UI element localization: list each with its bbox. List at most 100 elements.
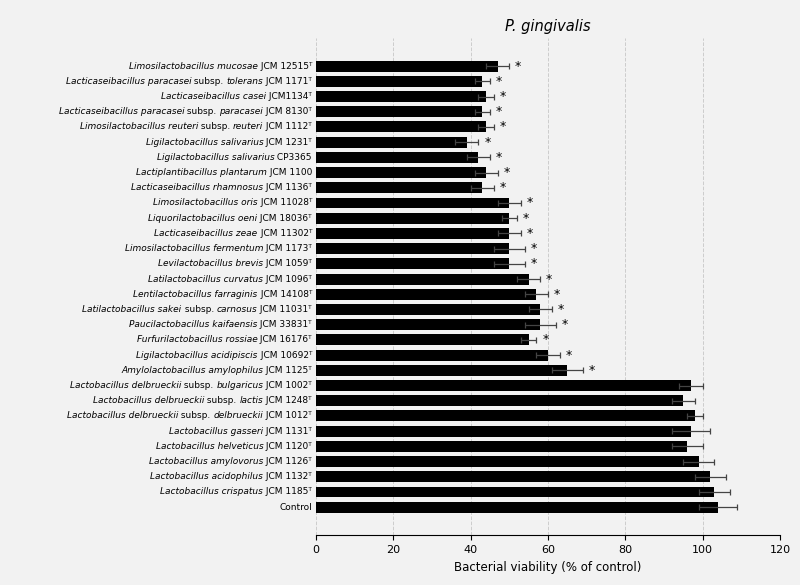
Text: JCM 1002ᵀ: JCM 1002ᵀ	[263, 381, 312, 390]
Bar	[316, 502, 718, 512]
Bar	[316, 411, 695, 421]
Text: *: *	[526, 227, 533, 240]
Text: Lacticaseibacillus casei: Lacticaseibacillus casei	[161, 92, 266, 101]
Bar	[316, 183, 482, 193]
Text: *: *	[530, 257, 537, 270]
Text: JCM 1125ᵀ: JCM 1125ᵀ	[263, 366, 312, 375]
Text: JCM 1173ᵀ: JCM 1173ᵀ	[263, 244, 312, 253]
Text: JCM 1136ᵀ: JCM 1136ᵀ	[263, 183, 312, 192]
Text: subsp.: subsp.	[191, 77, 226, 86]
Text: JCM 16176ᵀ: JCM 16176ᵀ	[258, 335, 312, 345]
Bar	[316, 106, 482, 117]
Text: subsp.: subsp.	[181, 381, 216, 390]
Text: JCM 11028ᵀ: JCM 11028ᵀ	[258, 198, 312, 208]
Bar	[316, 76, 482, 87]
Bar	[316, 167, 486, 178]
Text: JCM 1100: JCM 1100	[266, 168, 312, 177]
Text: JCM 1171ᵀ: JCM 1171ᵀ	[263, 77, 312, 86]
Text: JCM 1131ᵀ: JCM 1131ᵀ	[263, 426, 312, 436]
Text: delbrueckii: delbrueckii	[214, 411, 263, 421]
Bar	[316, 91, 486, 102]
Text: *: *	[484, 136, 490, 149]
Text: Ligilactobacillus salivarius: Ligilactobacillus salivarius	[157, 153, 274, 162]
Text: carnosus: carnosus	[217, 305, 258, 314]
Text: Lentilactobacillus farraginis: Lentilactobacillus farraginis	[134, 290, 258, 299]
Text: JCM 10692ᵀ: JCM 10692ᵀ	[258, 350, 312, 360]
Text: *: *	[562, 318, 568, 331]
Bar	[316, 304, 540, 315]
Text: Ligilactobacillus salivarius: Ligilactobacillus salivarius	[146, 137, 263, 147]
Text: paracasei: paracasei	[219, 107, 263, 116]
Text: Lactobacillus crispatus: Lactobacillus crispatus	[160, 487, 263, 497]
Text: Levilactobacillus brevis: Levilactobacillus brevis	[158, 259, 263, 269]
Text: subsp.: subsp.	[182, 305, 217, 314]
Text: Paucilactobacillus kaifaensis: Paucilactobacillus kaifaensis	[129, 320, 258, 329]
Bar	[316, 426, 691, 436]
Text: JCM 8130ᵀ: JCM 8130ᵀ	[263, 107, 312, 116]
Text: lactis: lactis	[240, 396, 263, 405]
Text: JCM 1185ᵀ: JCM 1185ᵀ	[263, 487, 312, 497]
Text: reuteri: reuteri	[233, 122, 263, 132]
Text: JCM 12515ᵀ: JCM 12515ᵀ	[258, 61, 312, 71]
Text: JCM 33831ᵀ: JCM 33831ᵀ	[258, 320, 312, 329]
Text: Lactobacillus delbrueckii: Lactobacillus delbrueckii	[67, 411, 178, 421]
Text: *: *	[530, 242, 537, 255]
Bar	[316, 319, 540, 330]
Title: P. gingivalis: P. gingivalis	[505, 19, 591, 34]
Text: *: *	[558, 303, 564, 316]
Text: Lacticaseibacillus zeae: Lacticaseibacillus zeae	[154, 229, 258, 238]
Text: Lactobacillus helveticus: Lactobacillus helveticus	[155, 442, 263, 451]
Bar	[316, 456, 699, 467]
Text: Lactobacillus delbrueckii: Lactobacillus delbrueckii	[93, 396, 205, 405]
Text: Control: Control	[279, 503, 312, 512]
Text: JCM 11031ᵀ: JCM 11031ᵀ	[258, 305, 312, 314]
Bar	[316, 61, 498, 71]
Text: *: *	[542, 333, 549, 346]
Text: *: *	[515, 60, 522, 73]
Bar	[316, 137, 467, 147]
Text: Limosilactobacillus mucosae: Limosilactobacillus mucosae	[129, 61, 258, 71]
Text: JCM 1231ᵀ: JCM 1231ᵀ	[263, 137, 312, 147]
Text: Amylolactobacillus amylophilus: Amylolactobacillus amylophilus	[122, 366, 263, 375]
Text: tolerans: tolerans	[226, 77, 263, 86]
Bar	[316, 365, 567, 376]
Bar	[316, 289, 536, 300]
Bar	[316, 122, 486, 132]
Text: *: *	[546, 273, 552, 285]
Bar	[316, 274, 529, 284]
Text: subsp.: subsp.	[205, 396, 240, 405]
Text: Lactobacillus gasseri: Lactobacillus gasseri	[169, 426, 263, 436]
Text: JCM 1012ᵀ: JCM 1012ᵀ	[263, 411, 312, 421]
Text: *: *	[589, 364, 595, 377]
Bar	[316, 350, 548, 360]
Bar	[316, 335, 529, 345]
Text: *: *	[554, 288, 560, 301]
Text: Furfurilactobacillus rossiae: Furfurilactobacillus rossiae	[137, 335, 258, 345]
Text: JCM 1126ᵀ: JCM 1126ᵀ	[263, 457, 312, 466]
Bar	[316, 395, 683, 406]
Text: bulgaricus: bulgaricus	[216, 381, 263, 390]
Text: Lactobacillus amylovorus: Lactobacillus amylovorus	[149, 457, 263, 466]
Text: subsp.: subsp.	[184, 107, 219, 116]
Text: *: *	[500, 121, 506, 133]
Text: Latilactobacillus sakei: Latilactobacillus sakei	[82, 305, 182, 314]
Bar	[316, 228, 510, 239]
Text: *: *	[500, 181, 506, 194]
Text: JCM1134ᵀ: JCM1134ᵀ	[266, 92, 312, 101]
Text: Ligilactobacillus acidipiscis: Ligilactobacillus acidipiscis	[136, 350, 258, 360]
Text: *: *	[526, 197, 533, 209]
Text: Limosilactobacillus fermentum: Limosilactobacillus fermentum	[125, 244, 263, 253]
Bar	[316, 472, 710, 482]
Text: *: *	[496, 75, 502, 88]
Text: Lacticaseibacillus rhamnosus: Lacticaseibacillus rhamnosus	[131, 183, 263, 192]
Text: *: *	[500, 90, 506, 103]
Text: JCM 1132ᵀ: JCM 1132ᵀ	[263, 472, 312, 481]
Bar	[316, 198, 510, 208]
Text: JCM 1112ᵀ: JCM 1112ᵀ	[263, 122, 312, 132]
Text: Liquorilactobacillus oeni: Liquorilactobacillus oeni	[148, 214, 258, 223]
Text: JCM 11302ᵀ: JCM 11302ᵀ	[258, 229, 312, 238]
Text: JCM 1059ᵀ: JCM 1059ᵀ	[263, 259, 312, 269]
Bar	[316, 259, 510, 269]
Text: *: *	[496, 105, 502, 118]
Text: subsp.: subsp.	[178, 411, 214, 421]
